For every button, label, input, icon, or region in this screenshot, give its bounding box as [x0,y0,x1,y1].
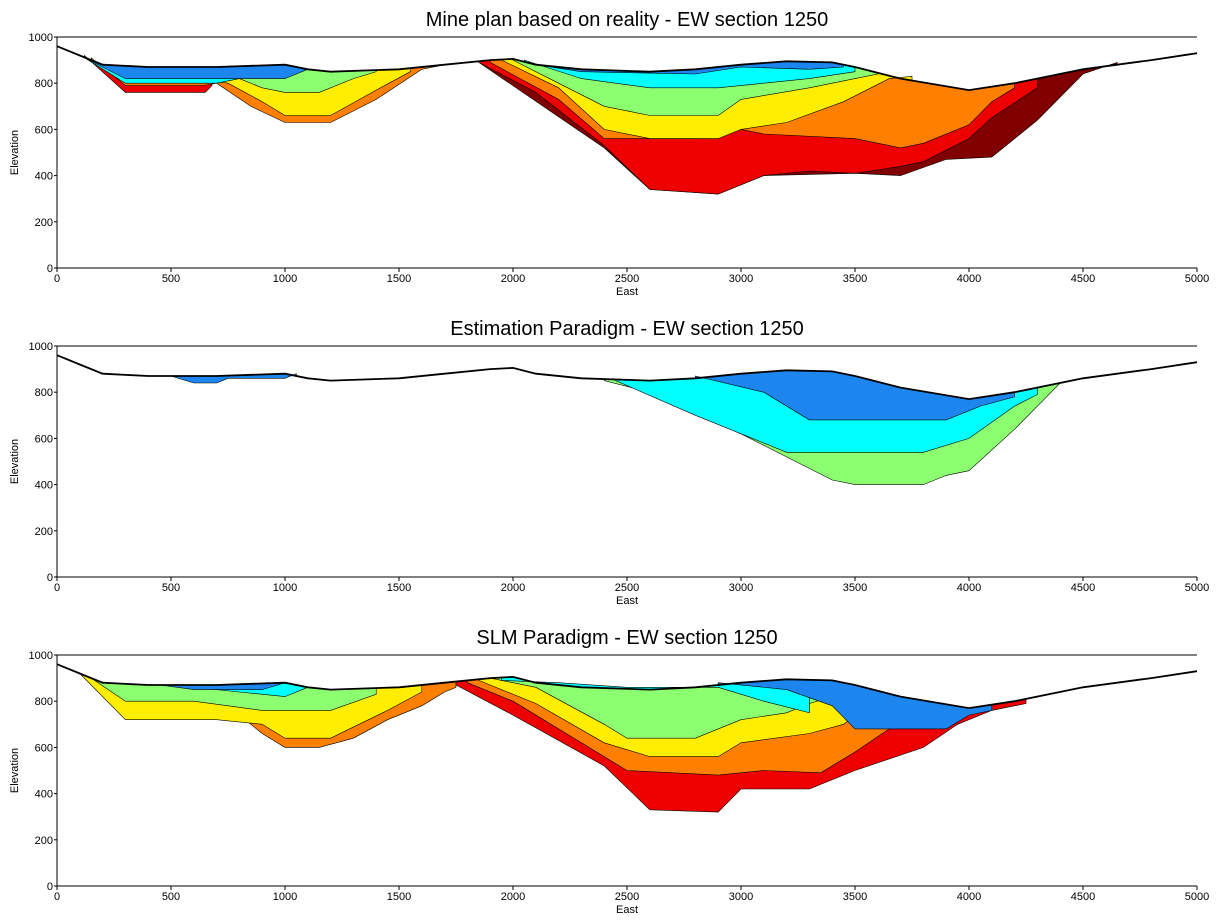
y-tick-label: 400 [35,789,53,801]
x-tick-label: 1000 [273,273,297,285]
y-axis-label: Elevation [9,130,21,175]
x-tick-label: 1000 [273,891,297,903]
y-tick-label: 1000 [29,650,53,662]
x-tick-label: 3000 [729,582,753,594]
y-tick-label: 1000 [29,32,53,44]
y-tick-label: 600 [35,433,53,445]
x-tick-label: 3500 [843,891,867,903]
x-tick-label: 3500 [843,582,867,594]
x-tick-label: 3000 [729,273,753,285]
y-tick-label: 0 [47,263,53,275]
chart-title: Mine plan based on reality - EW section … [426,9,828,31]
x-tick-label: 5000 [1185,891,1209,903]
x-tick-label: 5000 [1185,582,1209,594]
x-tick-label: 4500 [1071,273,1095,285]
x-tick-label: 500 [162,582,180,594]
x-tick-label: 2000 [501,582,525,594]
x-tick-label: 4000 [957,891,981,903]
x-tick-label: 2500 [615,891,639,903]
y-tick-label: 0 [47,881,53,893]
x-tick-label: 1500 [387,891,411,903]
topography-line [56,663,1198,710]
x-tick-label: 2000 [501,891,525,903]
x-tick-label: 3000 [729,891,753,903]
y-tick-label: 1000 [29,341,53,353]
x-tick-label: 0 [54,273,60,285]
x-tick-label: 2500 [615,273,639,285]
x-axis-label: East [616,904,638,915]
y-tick-label: 800 [35,387,53,399]
y-tick-label: 800 [35,696,53,708]
topography-line [56,45,1198,92]
x-tick-label: 4000 [957,273,981,285]
x-tick-label: 3500 [843,273,867,285]
y-tick-label: 400 [35,480,53,492]
y-tick-label: 200 [35,217,53,229]
y-tick-label: 600 [35,124,53,136]
x-tick-label: 0 [54,891,60,903]
topography-line [56,354,1198,401]
x-tick-label: 1000 [273,582,297,594]
y-axis-label: Elevation [9,439,21,484]
x-tick-label: 5000 [1185,273,1209,285]
y-tick-label: 200 [35,526,53,538]
chart-title: SLM Paradigm - EW section 1250 [476,627,777,649]
chart-title: Estimation Paradigm - EW section 1250 [450,318,804,340]
y-axis-label: Elevation [9,748,21,793]
x-axis-label: East [616,286,638,298]
x-tick-label: 4500 [1071,582,1095,594]
y-tick-label: 400 [35,171,53,183]
y-tick-label: 200 [35,835,53,847]
x-tick-label: 4000 [957,582,981,594]
x-tick-label: 500 [162,273,180,285]
x-tick-label: 500 [162,891,180,903]
y-tick-label: 600 [35,742,53,754]
y-tick-label: 0 [47,572,53,584]
x-tick-label: 0 [54,582,60,594]
x-tick-label: 4500 [1071,891,1095,903]
x-tick-label: 1500 [387,582,411,594]
x-axis-label: East [616,595,638,607]
x-tick-label: 2500 [615,582,639,594]
x-tick-label: 2000 [501,273,525,285]
x-tick-label: 1500 [387,273,411,285]
y-tick-label: 800 [35,78,53,90]
